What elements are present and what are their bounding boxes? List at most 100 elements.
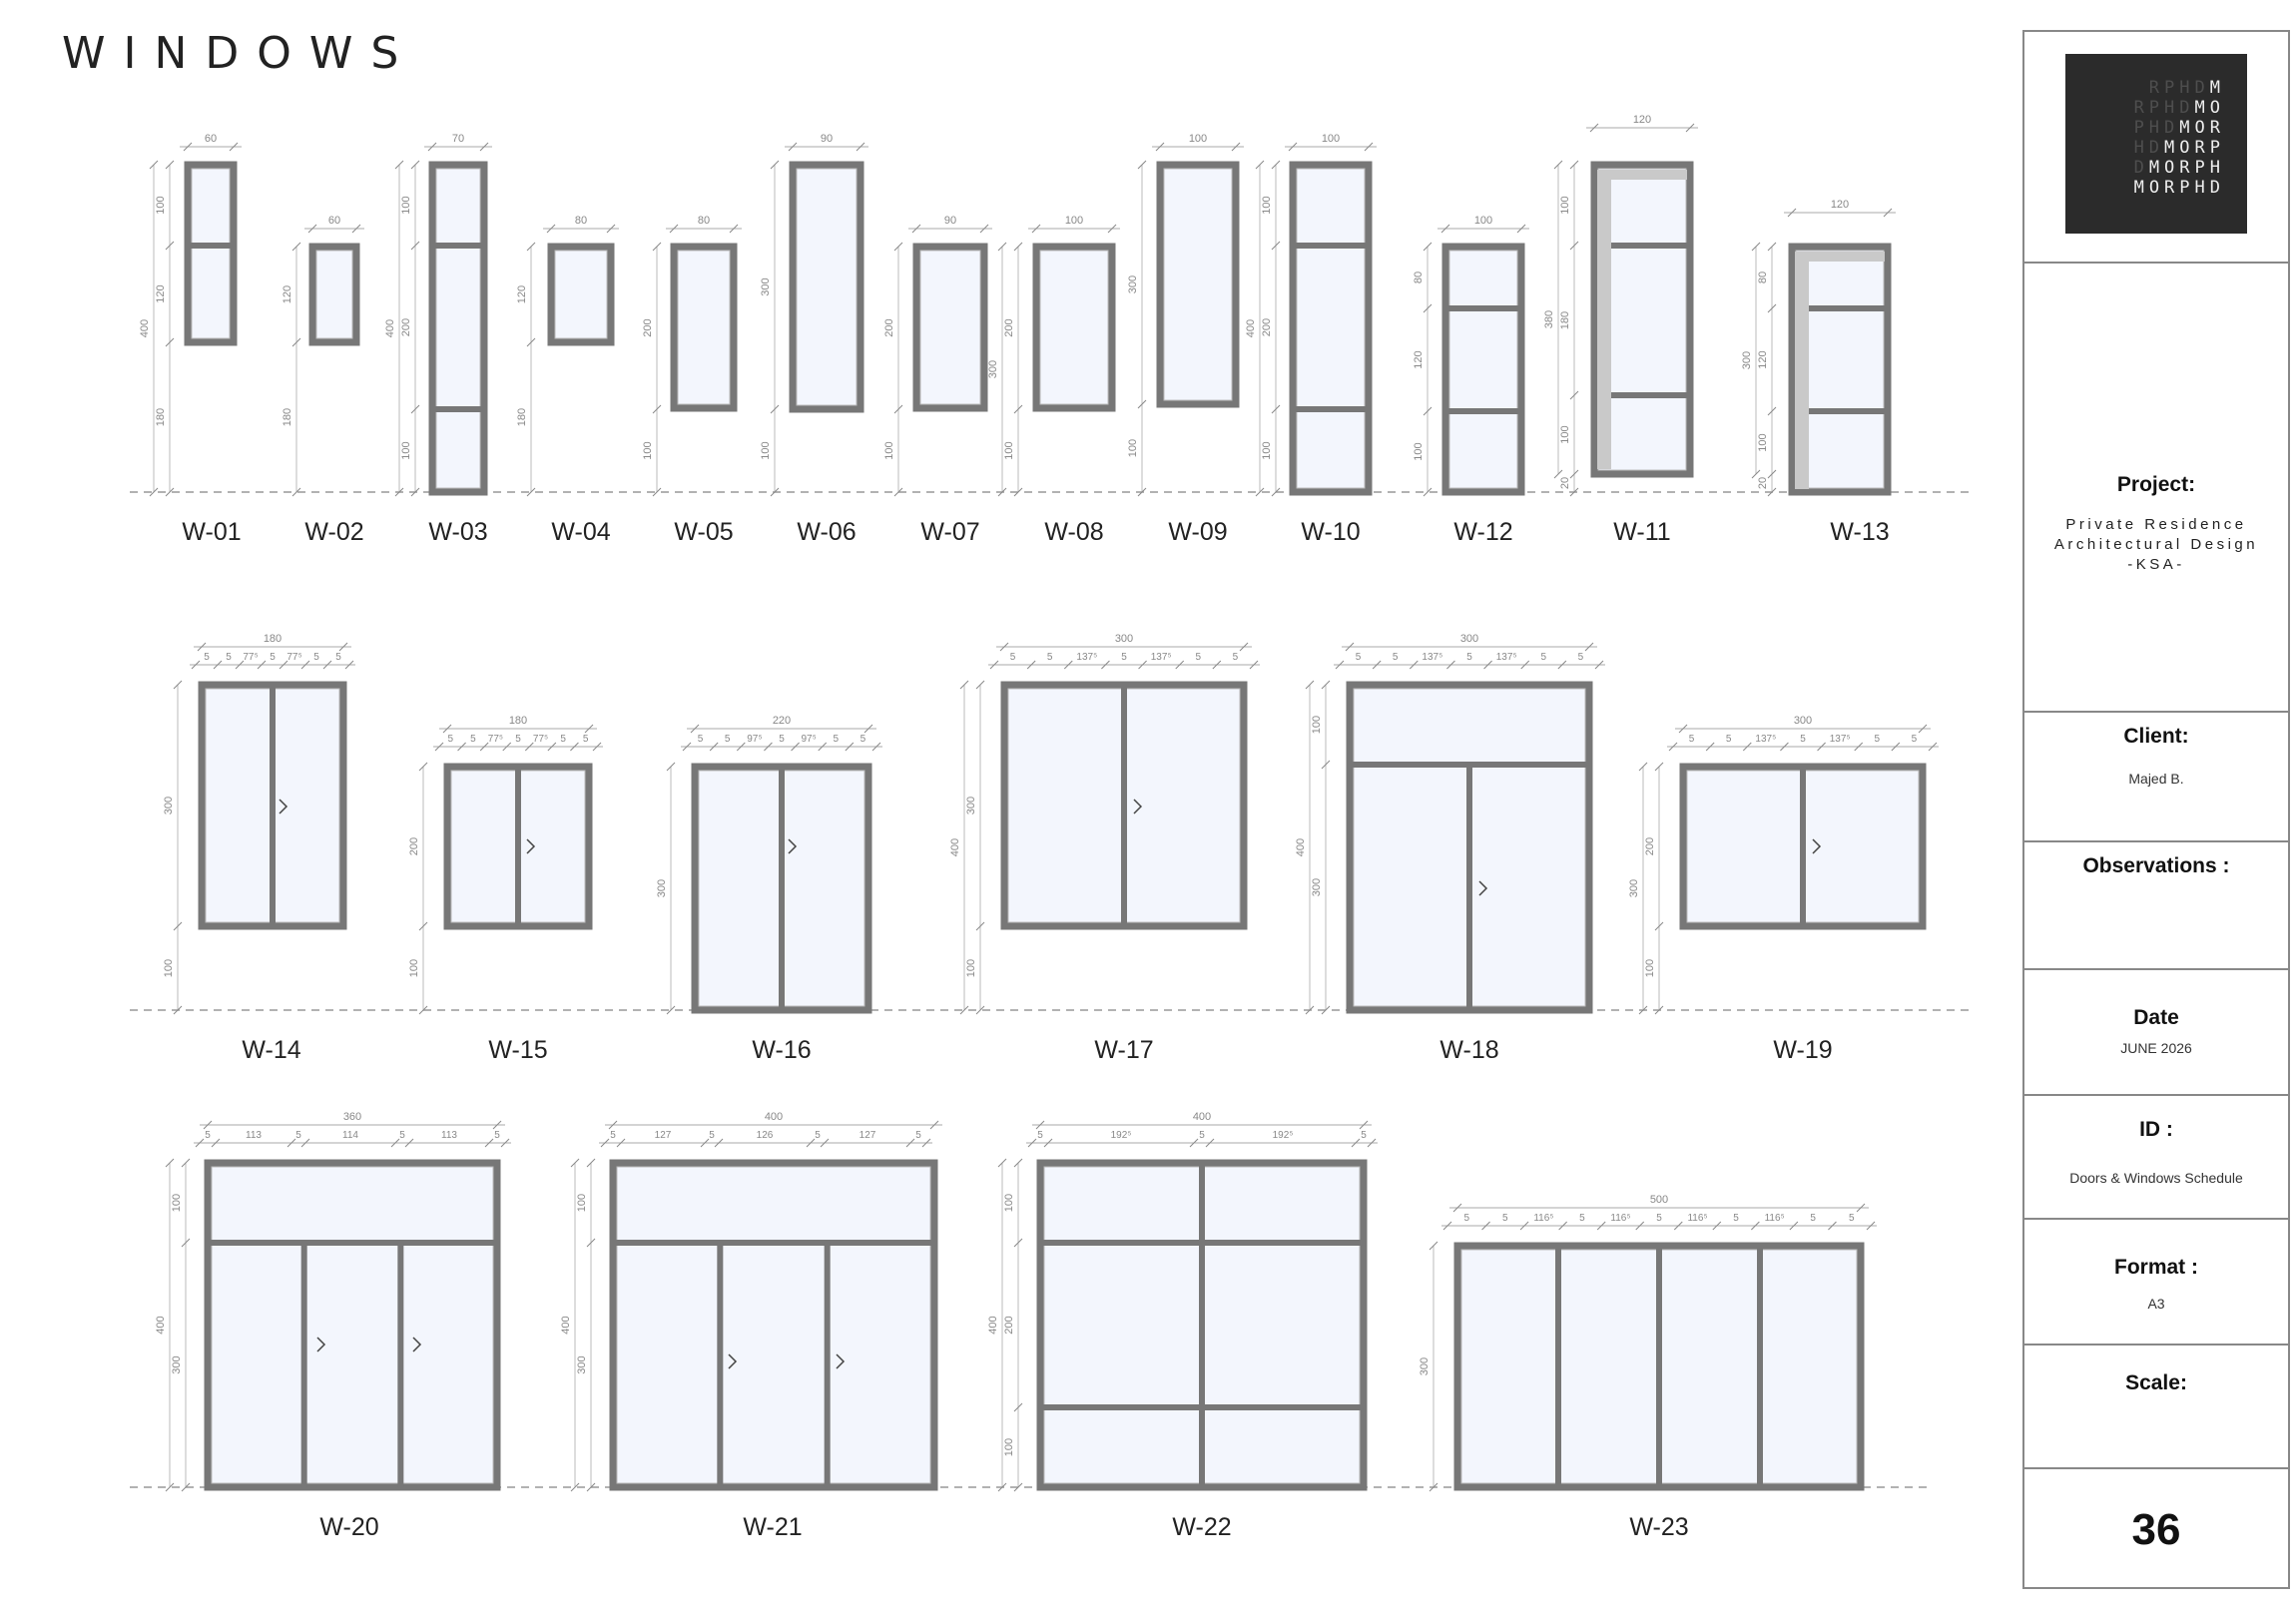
dimension-tick <box>1668 742 1678 752</box>
height-dimension-label: 200 <box>1003 1316 1015 1334</box>
width-dimension <box>908 224 992 234</box>
width-dimension <box>1586 123 1698 133</box>
dimension-tick <box>1231 142 1241 152</box>
dimension-tick <box>191 660 201 670</box>
scale-label: Scale: <box>2125 1371 2187 1394</box>
subdimension-label: 5 <box>1726 734 1732 745</box>
dimension-tick <box>1452 1203 1462 1213</box>
mullion-bar <box>270 685 276 926</box>
dimension-tick <box>195 1138 205 1148</box>
dimension-tick <box>1817 742 1826 752</box>
subdimension-label: 5 <box>560 734 566 745</box>
transom-bar <box>188 243 234 249</box>
height-dimension-label: 100 <box>883 441 895 459</box>
dimension-tick <box>1013 404 1023 414</box>
height-dimension-label: 100 <box>400 441 412 459</box>
dimension-tick <box>1031 224 1041 234</box>
dimension-label: 180 <box>509 715 527 727</box>
width-dimension <box>194 642 351 652</box>
subdimension-label: 5 <box>399 1130 405 1141</box>
window-inner-line <box>435 168 481 489</box>
dimension-tick <box>1423 242 1433 252</box>
dimension-tick <box>1137 160 1147 170</box>
date-value: JUNE 2026 <box>2120 1040 2192 1056</box>
dimension-tick <box>1767 242 1777 252</box>
dimension-tick <box>1854 742 1864 752</box>
width-dimension <box>1437 224 1529 234</box>
subdimension-label: 5 <box>1656 1213 1662 1224</box>
subdimension-label: 77⁵ <box>488 734 503 745</box>
height-dimension-label: 120 <box>516 285 528 303</box>
logo-row: DMORPH <box>2134 158 2225 178</box>
dimension-tick <box>1891 742 1901 752</box>
window-frame <box>912 243 988 412</box>
dimension-tick <box>989 660 999 670</box>
dimension-tick <box>149 487 159 497</box>
dimension-tick <box>1767 303 1777 313</box>
window-outer-frame <box>609 1159 938 1491</box>
page-number: 36 <box>2131 1505 2181 1554</box>
dimension-tick <box>410 160 420 170</box>
logo-cell: RPHDM RPHDMO PHDMOR HDMORP DMORPH MORPHD <box>2024 32 2288 264</box>
dimension-tick <box>570 1482 580 1492</box>
subdimension-label: 5 <box>226 652 232 663</box>
subdimension-label: 97⁵ <box>802 734 817 745</box>
window-label: W-23 <box>1629 1513 1688 1541</box>
width-dimension <box>1285 142 1377 152</box>
logo-bright-text: MORPHD <box>2133 178 2225 198</box>
dimension-tick <box>959 1005 969 1015</box>
subdimension-label: 113 <box>246 1130 262 1141</box>
width-dimension <box>666 224 742 234</box>
window-outer-frame <box>789 161 864 413</box>
logo-row: MORPHD <box>2134 178 2225 198</box>
subdimension-label: 126 <box>757 1130 774 1141</box>
format-label: Format : <box>2114 1256 2198 1279</box>
dimension-tick <box>1483 660 1492 670</box>
dimension-tick <box>586 1238 596 1248</box>
width-dimension <box>1032 1120 1372 1130</box>
height-dimension-label: 400 <box>987 1316 999 1334</box>
dimension-tick <box>1767 487 1777 497</box>
logo-row: RPHDMO <box>2134 98 2225 118</box>
dimension-tick <box>770 487 780 497</box>
width-dimension <box>439 724 597 734</box>
mullion-bar <box>300 1243 307 1487</box>
dimension-tick <box>183 142 193 152</box>
height-dimension-label: 100 <box>155 196 167 214</box>
height-dimension-label: 120 <box>1413 350 1425 368</box>
logo-bright-text: M <box>2209 78 2225 98</box>
dimension-tick <box>893 404 903 414</box>
subdimension-label: 5 <box>709 1130 715 1141</box>
height-dimension-label: 200 <box>1261 318 1273 336</box>
dimension-tick <box>211 1138 221 1148</box>
mullion-bar <box>1555 1246 1561 1487</box>
logo-row: HDMORP <box>2134 138 2225 158</box>
height-dimension-label: 100 <box>1644 959 1656 977</box>
window-frame <box>204 1159 501 1491</box>
dimension-tick <box>608 1120 618 1130</box>
transom-bar <box>208 1240 497 1246</box>
subdimension-label: 5 <box>1541 652 1547 663</box>
slide-arrow <box>279 799 288 814</box>
dimension-tick <box>165 1158 175 1168</box>
dimension-tick <box>1137 399 1147 409</box>
transom-bar <box>613 1240 934 1246</box>
height-dimension-label: 200 <box>883 318 895 336</box>
dimension-tick <box>526 337 536 347</box>
width-dimension <box>180 142 242 152</box>
subdimension-label: 5 <box>1196 652 1202 663</box>
window-label: W-03 <box>428 518 487 546</box>
dimension-tick <box>1712 1221 1722 1231</box>
dimension-tick <box>736 742 746 752</box>
dimension-tick <box>1828 1221 1837 1231</box>
dimension-label: 120 <box>1831 199 1849 211</box>
dimension-tick <box>586 1158 596 1168</box>
window-frame <box>547 243 615 346</box>
date-label: Date <box>2133 1006 2179 1029</box>
window-label: W-09 <box>1168 518 1227 546</box>
dimension-tick <box>165 1482 175 1492</box>
transom-bar <box>1445 408 1521 414</box>
slide-arrow <box>526 838 536 854</box>
dimension-tick <box>1013 242 1023 252</box>
width-dimension <box>1342 642 1597 652</box>
